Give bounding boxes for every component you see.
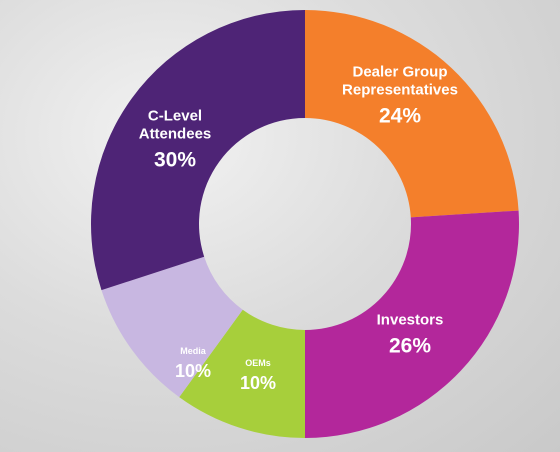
donut-slice [179,309,305,438]
value-label: 10% [239,372,277,393]
slice-label: Media 10% [168,346,218,382]
category-label: Media [180,345,206,356]
slice-label: OEMs 10% [233,358,283,394]
slice-label: C-Level Attendees 30% [130,107,220,172]
category-label: Dealer Group Representatives [342,63,458,99]
category-label: OEMs [245,357,271,368]
value-label: 24% [378,104,422,128]
donut-slice [305,10,519,218]
value-label: 10% [174,360,212,381]
donut-slice [90,10,305,291]
slice-label: Dealer Group Representatives 24% [320,63,480,128]
category-label: Investors [376,311,444,329]
donut-slice [101,256,243,398]
value-label: 26% [388,334,432,358]
donut-slice [305,210,519,438]
slice-label: Investors 26% [350,311,470,358]
value-label: 30% [153,148,197,172]
category-label: C-Level Attendees [138,107,212,143]
